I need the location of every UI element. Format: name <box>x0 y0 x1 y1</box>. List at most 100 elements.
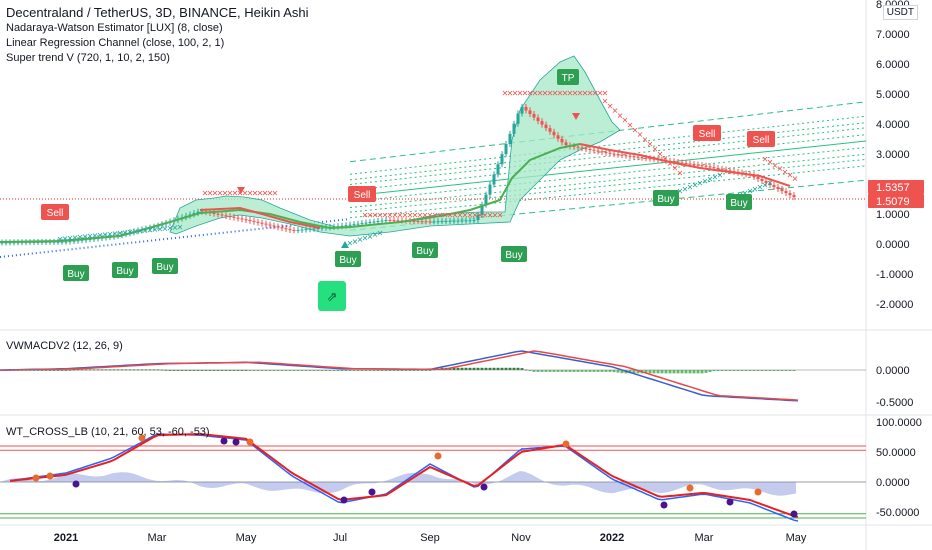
macd-histogram-bar <box>748 370 752 371</box>
candle-body <box>12 242 16 244</box>
macd-histogram-bar <box>348 370 352 371</box>
candle-body <box>416 220 420 222</box>
chart-title: Decentraland / TetherUS, 3D, BINANCE, He… <box>6 5 309 20</box>
candle-body <box>412 220 416 222</box>
supertrend-marker: ✕ <box>367 232 374 241</box>
macd-histogram-bar <box>244 369 248 371</box>
macd-histogram-bar <box>652 370 656 374</box>
candle-body <box>600 151 604 153</box>
macd-histogram-bar <box>496 367 500 370</box>
candle-body <box>536 117 540 122</box>
candle-body <box>712 167 716 169</box>
supertrend-marker: ✕ <box>562 89 569 98</box>
supertrend-marker: ✕ <box>607 102 614 111</box>
macd-histogram-bar <box>316 370 320 371</box>
candle-body <box>580 147 584 149</box>
macd-histogram-bar <box>272 370 276 371</box>
price-badge <box>868 194 924 208</box>
supertrend-marker: ✕ <box>502 89 509 98</box>
macd-histogram-bar <box>720 370 724 371</box>
macd-histogram-bar <box>288 370 292 371</box>
macd-histogram-bar <box>508 367 512 370</box>
candle-body <box>376 221 380 223</box>
candle-body <box>680 162 684 164</box>
macd-histogram-bar <box>356 370 360 371</box>
supertrend-marker: ✕ <box>77 233 84 242</box>
regression-channel-line <box>349 134 867 191</box>
candle-body <box>76 240 80 242</box>
signal-buy-label: Buy <box>156 262 173 273</box>
candle-body <box>644 157 648 159</box>
wt-cross-dot <box>246 438 254 446</box>
signal-sell-box <box>693 125 721 141</box>
signal-triangle <box>341 241 349 248</box>
macd-histogram-bar <box>676 370 680 374</box>
wt-wt2-line <box>9 433 799 518</box>
candle-body <box>484 194 488 205</box>
candle-body <box>520 106 524 114</box>
signal-buy-label: Buy <box>67 269 84 280</box>
macd-histogram-bar <box>340 370 344 371</box>
macd-histogram-bar <box>284 370 288 371</box>
supertrend-marker: ✕ <box>347 239 354 248</box>
signal-sell-label: Sell <box>699 129 716 140</box>
macd-pane[interactable] <box>0 350 866 402</box>
price-pane[interactable]: ✕✕✕✕✕✕✕✕✕✕✕✕✕✕✕✕✕✕✕✕✕✕✕✕✕✕✕✕✕✕✕✕✕✕✕✕✕✕✕✕… <box>0 55 867 311</box>
macd-histogram-bar <box>428 370 432 371</box>
supertrend-marker: ✕ <box>567 89 574 98</box>
time-tick-label: Sep <box>420 532 440 544</box>
wt-pane[interactable] <box>0 433 866 522</box>
candle-body <box>272 225 276 227</box>
candle-body <box>456 220 460 222</box>
candle-body <box>552 131 556 136</box>
supertrend-marker: ✕ <box>397 211 404 220</box>
candle-body <box>576 146 580 148</box>
candle-body <box>516 113 520 124</box>
regression-channel-line <box>349 140 867 197</box>
macd-histogram-bar <box>396 370 400 371</box>
supertrend-marker: ✕ <box>767 158 774 167</box>
macd-tick-label: -0.5000 <box>876 397 913 409</box>
supertrend-marker: ✕ <box>787 171 794 180</box>
macd-histogram-bar <box>680 370 684 374</box>
macd-histogram-bar <box>384 370 388 371</box>
signal-buy-label: Buy <box>505 250 522 261</box>
candle-body <box>252 220 256 222</box>
macd-histogram-bar <box>756 370 760 371</box>
macd-histogram-bar <box>576 370 580 372</box>
supertrend-marker: ✕ <box>527 89 534 98</box>
macd-histogram-bar <box>688 370 692 374</box>
macd-histogram-bar <box>716 370 720 371</box>
macd-histogram-bar <box>260 370 264 371</box>
indicator-supertrend: Super trend V (720, 1, 10, 2, 150) <box>6 52 170 64</box>
macd-histogram-bar <box>172 369 176 371</box>
candle-body <box>228 216 232 218</box>
supertrend-marker: ✕ <box>767 179 774 188</box>
signal-sell-label: Sell <box>47 208 64 219</box>
regression-channel-line <box>349 127 867 185</box>
macd-histogram-bar <box>572 370 576 372</box>
candle-body <box>792 195 796 198</box>
signal-buy-box <box>726 194 752 210</box>
macd-histogram-bar <box>724 370 728 371</box>
candle-body <box>780 189 784 192</box>
candle-body <box>40 241 44 243</box>
price-badge-label: 1.5079 <box>876 196 910 208</box>
price-tick-label: 5.0000 <box>876 89 910 101</box>
candle-body <box>28 242 32 244</box>
macd-histogram-bar <box>400 370 404 371</box>
supertrend-marker: ✕ <box>357 236 364 245</box>
macd-histogram-bar <box>208 369 212 371</box>
supertrend-marker: ✕ <box>587 89 594 98</box>
candle-body <box>392 220 396 222</box>
macd-histogram-bar <box>376 370 380 371</box>
supertrend-marker: ✕ <box>572 89 579 98</box>
candle-body <box>32 242 36 244</box>
supertrend-marker: ✕ <box>652 145 659 154</box>
wt-label: WT_CROSS_LB (10, 21, 60, 53, -60, -53) <box>6 426 210 438</box>
price-tick-label: -1.0000 <box>876 269 913 281</box>
currency-badge[interactable]: USDT <box>882 5 918 20</box>
macd-histogram-bar <box>264 370 268 371</box>
candle-body <box>676 161 680 163</box>
